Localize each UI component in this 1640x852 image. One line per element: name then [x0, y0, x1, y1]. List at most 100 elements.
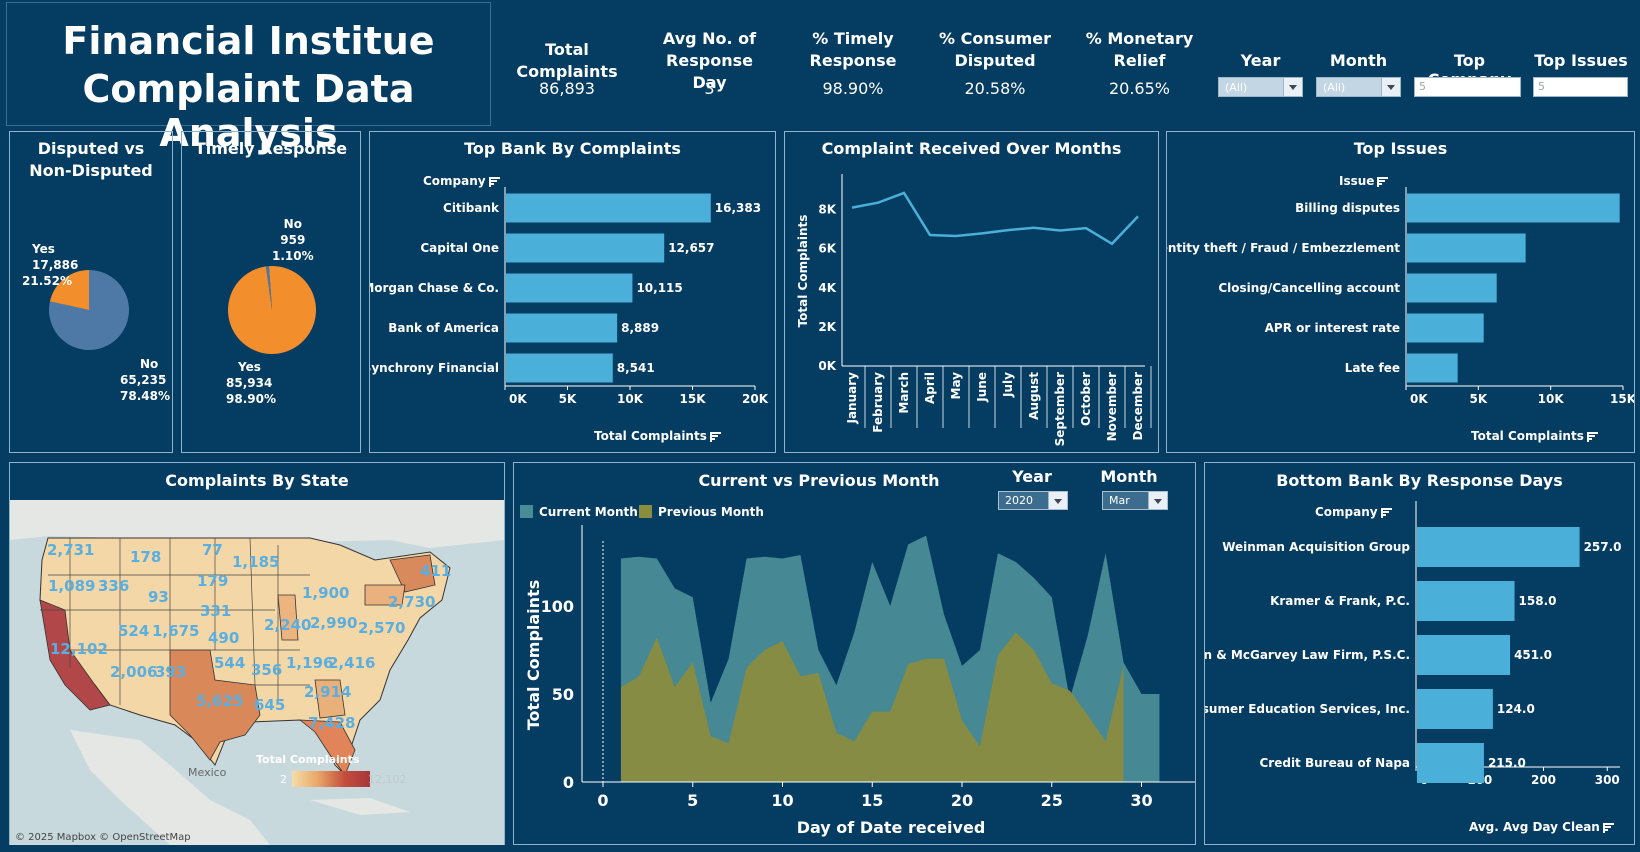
filter-year-dropdown[interactable]: (All): [1218, 77, 1303, 97]
bar-value-label: 451.0: [1514, 648, 1552, 662]
chevron-down-icon[interactable]: [1148, 492, 1167, 509]
bar: [1407, 353, 1458, 383]
filter-top-issues-input[interactable]: 5: [1533, 77, 1628, 97]
top-issues-chart[interactable]: 0K 5K 10K 15K Billing disputes Identity theft…: [1167, 132, 1634, 452]
axis-tick-label: 10K: [1538, 392, 1565, 406]
sort-icon[interactable]: [488, 176, 500, 187]
state-ny: [389, 554, 436, 593]
bar-category-label: Late fee: [1345, 361, 1400, 375]
state-value-label: 7,428: [308, 714, 355, 732]
state-map[interactable]: 2,731 178 77 1,185 411 1,089 336 179 93 1,900 2,73…: [10, 500, 504, 845]
bar-value-label: 158.0: [1519, 594, 1557, 608]
over-months-chart[interactable]: 0K 2K 4K 6K 8K January February March April May Ju…: [785, 132, 1158, 452]
chevron-down-icon[interactable]: [1048, 492, 1067, 509]
top-bank-dim-header[interactable]: Company: [423, 174, 500, 188]
state-tx: [169, 649, 261, 761]
x-tick-label: May: [949, 372, 963, 400]
axis-tick-label: 15K: [1610, 392, 1634, 406]
filter-top-company-input[interactable]: 5: [1414, 77, 1521, 97]
cur-prev-title: Current vs Previous Month: [698, 471, 940, 490]
state-value-label: 2,240: [264, 616, 311, 634]
sort-icon[interactable]: [1602, 822, 1614, 833]
disputed-pie[interactable]: [10, 132, 174, 452]
state-value-label: 524: [118, 622, 149, 640]
cur-prev-chart[interactable]: 0 50 100 0 5 10 15 20 25 30 Day of Date received To…: [514, 463, 1195, 844]
bar-category-label: Closing/Cancelling account: [1218, 281, 1400, 295]
bar-category-label: Fenton & McGarvey Law Firm, P.S.C.: [1205, 648, 1410, 662]
cur-prev-panel: Current vs Previous Month Current Month …: [513, 462, 1196, 845]
state-value-label: 2,730: [388, 593, 435, 611]
disputed-panel: Disputed vs Non-Disputed Yes 17,886 21.5…: [9, 131, 173, 453]
dashboard-title-line2: Complaint Data Analysis: [82, 67, 415, 155]
top-bank-title: Top Bank By Complaints: [464, 139, 681, 158]
legend-previous[interactable]: Previous Month: [639, 505, 764, 519]
state-value-label: 336: [98, 577, 129, 595]
state-value-label: 77: [202, 541, 223, 559]
timely-no-label: No 959 1.10%: [272, 217, 314, 263]
land-cuba: [310, 798, 410, 815]
state-value-label: 2,416: [328, 654, 375, 672]
bottom-bank-chart[interactable]: 0100200300Weinman Acquisition Group257.0…: [1205, 463, 1634, 844]
x-tick-label: March: [897, 372, 911, 414]
kpi-disputed-value: 20.58%: [964, 79, 1026, 98]
state-value-label: 2,990: [310, 614, 357, 632]
state-value-label: 2,006: [110, 663, 157, 681]
state-value-label: 5,625: [196, 692, 243, 710]
bar: [1417, 689, 1493, 729]
timely-yes-label: Yes 85,934 98.90%: [226, 360, 276, 406]
bar: [1407, 273, 1497, 303]
timely-pie[interactable]: [182, 132, 362, 452]
over-months-title: Complaint Received Over Months: [821, 139, 1122, 158]
bar: [506, 313, 618, 343]
sort-icon[interactable]: [1586, 431, 1598, 442]
pie-slice-yes: [49, 270, 89, 310]
top-bank-chart[interactable]: 0K 5K 10K 15K 20K Citibank 16,383 Capital One 12…: [370, 132, 775, 452]
sort-icon[interactable]: [1380, 507, 1392, 518]
bar-value-label: 12,657: [668, 241, 714, 255]
top-bank-panel: Top Bank By Complaints 0K 5K 10K 15K 20K Citi…: [369, 131, 776, 453]
x-tick-label: November: [1105, 372, 1119, 441]
state-value-label: 2,914: [304, 683, 351, 701]
cur-prev-year-value: 2020: [1005, 494, 1033, 507]
bar-category-label: Bank of America: [388, 321, 499, 335]
x-tick-label: February: [871, 372, 885, 433]
map-title: Complaints By State: [165, 471, 349, 490]
bar: [1417, 743, 1484, 783]
y-tick-label: 8K: [818, 203, 836, 217]
sort-icon[interactable]: [709, 431, 721, 442]
cur-prev-year-dropdown[interactable]: 2020: [998, 491, 1068, 510]
area-previous: [620, 632, 1124, 782]
bar: [1407, 313, 1484, 343]
top-issues-title: Top Issues: [1353, 139, 1448, 158]
x-axis-title: Day of Date received: [797, 818, 986, 837]
top-issues-dim-header[interactable]: Issue: [1339, 174, 1389, 188]
cur-prev-month-dropdown[interactable]: Mar: [1102, 491, 1168, 510]
chevron-down-icon[interactable]: [1283, 78, 1302, 96]
axis-tick-label: 15K: [680, 392, 707, 406]
chevron-down-icon[interactable]: [1381, 78, 1400, 96]
bottom-bank-dim-header[interactable]: Company: [1315, 505, 1392, 519]
bar: [506, 273, 633, 303]
state-value-label: 1,675: [152, 622, 199, 640]
bottom-bank-axis-label[interactable]: Avg. Avg Day Clean: [1469, 820, 1614, 834]
bar-value-label: 16,383: [715, 201, 761, 215]
title-box: Financial Institue Complaint Data Analys…: [6, 2, 491, 155]
state-ca: [39, 599, 111, 711]
legend-current-swatch: [520, 505, 533, 518]
bar-value-label: 10,115: [636, 281, 682, 295]
filter-month-dropdown[interactable]: (All): [1316, 77, 1401, 97]
land-canada: [10, 500, 504, 548]
legend-current[interactable]: Current Month: [520, 505, 638, 519]
top-issues-axis-label[interactable]: Total Complaints: [1471, 429, 1598, 443]
axis-tick-label: 0K: [1410, 392, 1428, 406]
top-bank-axis-label[interactable]: Total Complaints: [594, 429, 721, 443]
bar-category-label: APR or interest rate: [1265, 321, 1400, 335]
sort-icon[interactable]: [1377, 176, 1389, 187]
bar-value-label: 8,541: [617, 361, 655, 375]
state-value-label: 393: [155, 663, 186, 681]
state-value-label: 2,731: [47, 541, 94, 559]
x-tick-label: 15: [861, 791, 883, 810]
bar: [506, 233, 665, 263]
y-tick-label: 0: [563, 773, 574, 792]
bottom-bank-title: Bottom Bank By Response Days: [1276, 471, 1563, 490]
